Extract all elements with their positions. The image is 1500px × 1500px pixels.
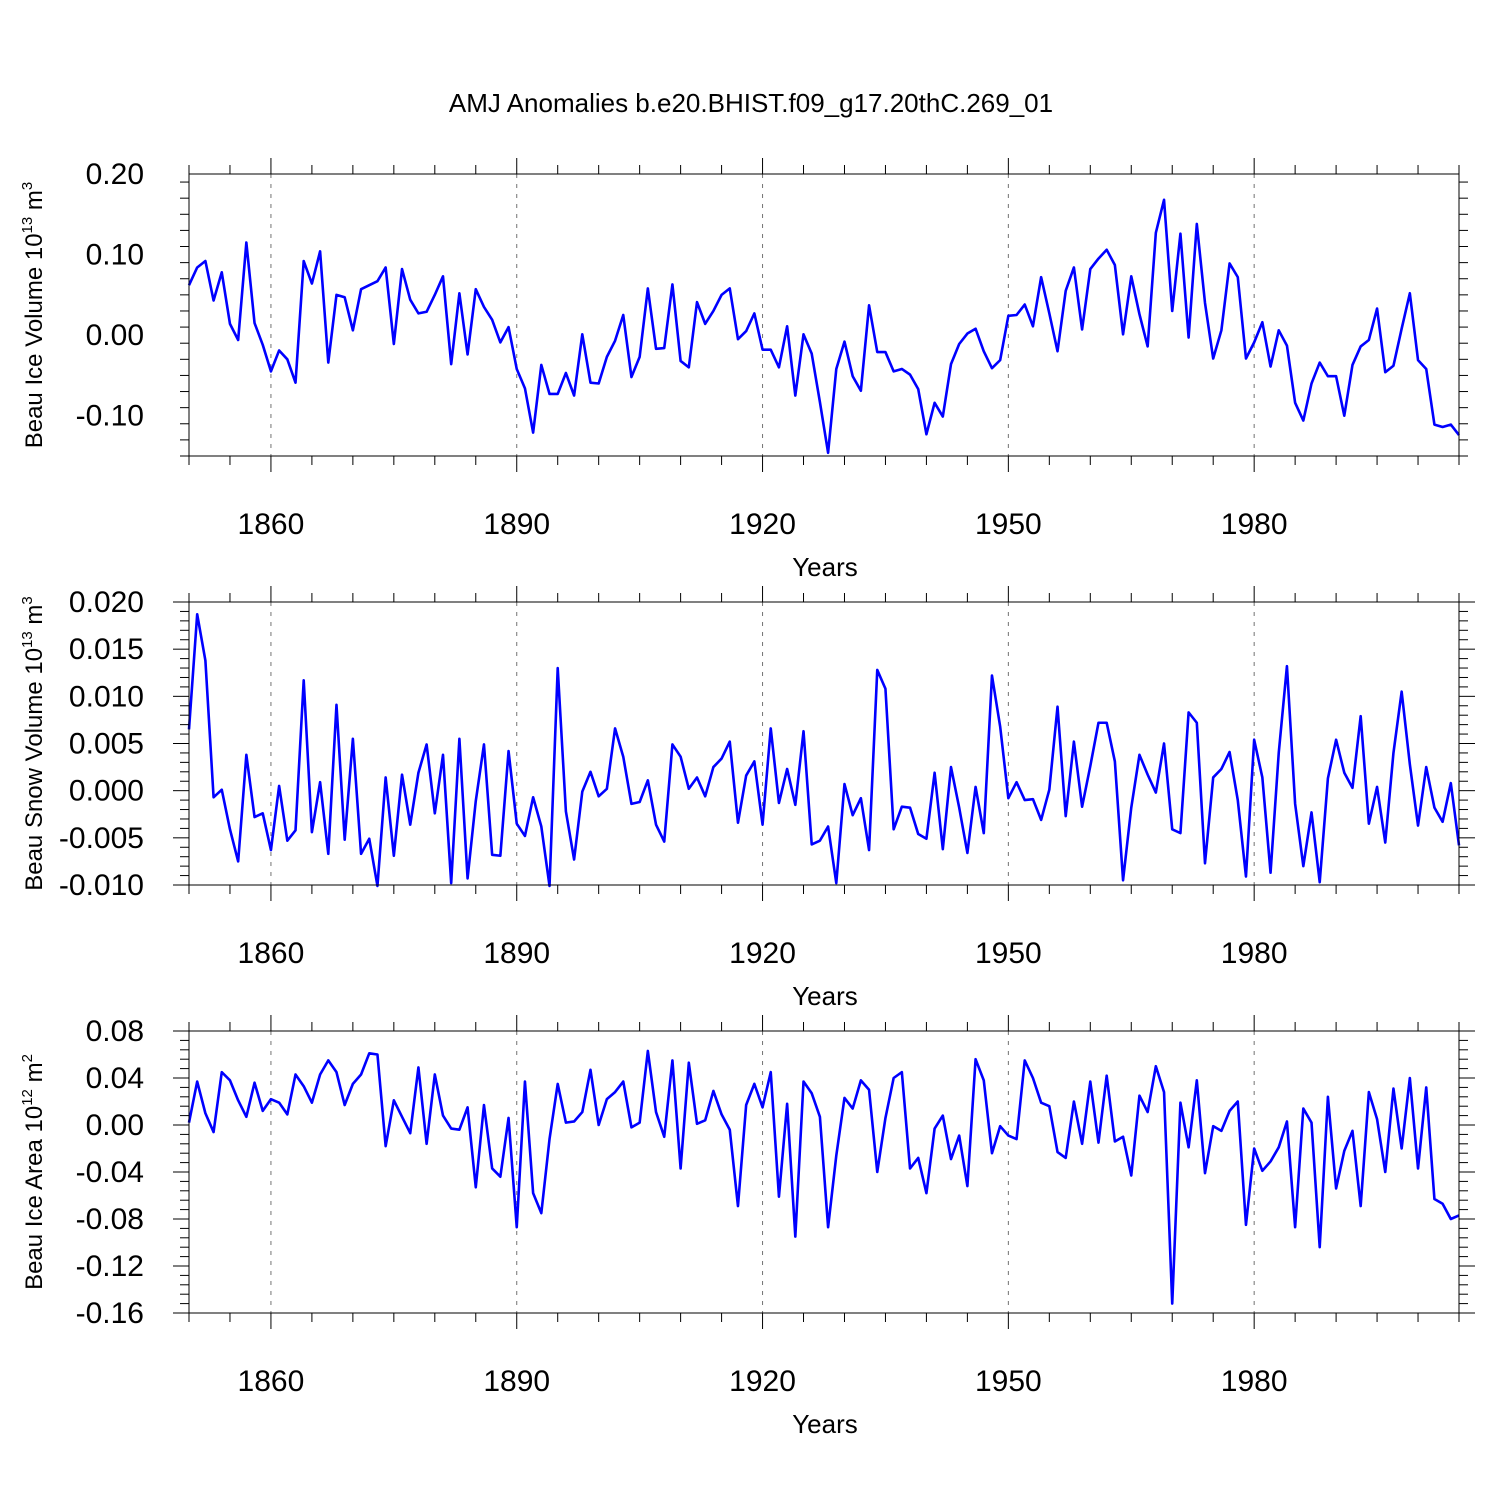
y-tick-label: 0.005 <box>69 728 144 761</box>
figure-title: AMJ Anomalies b.e20.BHIST.f09_g17.20thC.… <box>449 88 1053 118</box>
panel-3: 0.08 0.04 0.00 -0.04 -0.08 -0.12 -0.16 1860 1890… <box>19 1015 1475 1439</box>
panels: 0.20 0.10 0.00 -0.10 1860 1890 1920 1950 1980 Yea… <box>19 158 1475 1439</box>
x-axis-label: Years <box>792 981 858 1011</box>
series-line <box>187 612 1461 888</box>
y-tick-label: -0.005 <box>59 822 144 855</box>
y-tick-label: -0.04 <box>76 1156 144 1189</box>
y-tick-label: 0.00 <box>86 319 144 352</box>
x-tick-label: 1980 <box>1221 508 1288 541</box>
y-axis-label: Beau Ice Area 1012 m2 <box>19 1054 48 1290</box>
plot-frame <box>188 173 1460 457</box>
y-tick-label: -0.16 <box>76 1297 144 1330</box>
x-tick-label: 1860 <box>238 508 305 541</box>
y-tick-label: 0.015 <box>69 633 144 666</box>
x-tick-label: 1950 <box>975 937 1042 970</box>
x-tick-label: 1980 <box>1221 1365 1288 1398</box>
x-tick-label: 1890 <box>483 937 550 970</box>
panel-2: 0.020 0.015 0.010 0.005 0.000 -0.005 -0.010 186… <box>19 586 1475 1011</box>
x-axis-label: Years <box>792 552 858 582</box>
y-tick-label: 0.010 <box>69 680 144 713</box>
y-tick-label: 0.000 <box>69 775 144 808</box>
x-tick-label: 1920 <box>729 508 796 541</box>
x-tick-label: 1950 <box>975 1365 1042 1398</box>
y-tick-label: -0.12 <box>76 1250 144 1283</box>
x-tick-label: 1950 <box>975 508 1042 541</box>
x-tick-label: 1890 <box>483 1365 550 1398</box>
x-tick-label: 1890 <box>483 508 550 541</box>
y-tick-label: 0.00 <box>86 1109 144 1142</box>
y-tick-label: 0.20 <box>86 158 144 191</box>
y-tick-label: 0.10 <box>86 239 144 272</box>
series-line <box>187 1049 1460 1305</box>
y-tick-label: -0.08 <box>76 1203 144 1236</box>
x-tick-label: 1860 <box>238 937 305 970</box>
x-tick-label: 1920 <box>729 1365 796 1398</box>
x-tick-label: 1920 <box>729 937 796 970</box>
y-tick-label: 0.08 <box>86 1015 144 1048</box>
x-tick-label: 1860 <box>238 1365 305 1398</box>
y-tick-label: -0.010 <box>59 869 144 902</box>
series-line <box>187 198 1461 455</box>
y-tick-label: -0.10 <box>76 400 144 433</box>
y-axis-label: Beau Snow Volume 1013 m3 <box>19 596 48 891</box>
y-tick-label: 0.020 <box>69 586 144 619</box>
panel-1: 0.20 0.10 0.00 -0.10 1860 1890 1920 1950 1980 Yea… <box>19 158 1468 582</box>
y-tick-label: 0.04 <box>86 1062 144 1095</box>
x-axis-label: Years <box>792 1409 858 1439</box>
y-axis-label: Beau Ice Volume 1013 m3 <box>19 182 48 449</box>
x-tick-label: 1980 <box>1221 937 1288 970</box>
